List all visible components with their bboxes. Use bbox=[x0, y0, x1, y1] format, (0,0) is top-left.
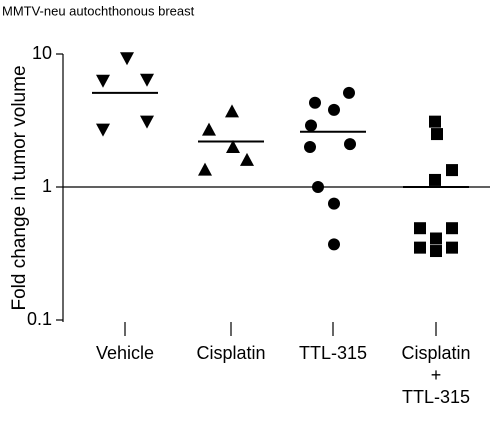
data-point bbox=[328, 238, 340, 251]
data-point bbox=[225, 104, 239, 118]
y-tick-label: 0.1 bbox=[27, 309, 52, 329]
data-point bbox=[446, 222, 458, 235]
data-point bbox=[328, 197, 340, 210]
data-point bbox=[414, 222, 426, 235]
data-point bbox=[226, 139, 240, 153]
x-tick-label: Cisplatin bbox=[196, 343, 265, 363]
data-point bbox=[304, 140, 316, 153]
data-point bbox=[96, 123, 110, 137]
y-tick-label: 1 bbox=[42, 176, 52, 196]
data-point bbox=[96, 74, 110, 88]
data-point bbox=[305, 119, 317, 132]
data-point bbox=[120, 52, 134, 66]
x-tick-label: TTL-315 bbox=[299, 343, 367, 363]
data-point bbox=[309, 96, 321, 109]
data-point bbox=[431, 128, 443, 141]
y-axis-label: Fold change in tumor volume bbox=[9, 65, 30, 310]
data-point bbox=[328, 103, 340, 116]
data-point bbox=[429, 115, 441, 128]
data-point bbox=[446, 241, 458, 254]
y-tick-label: 10 bbox=[32, 43, 52, 63]
data-point bbox=[414, 241, 426, 254]
data-point bbox=[140, 73, 154, 87]
data-point bbox=[343, 86, 355, 99]
data-point bbox=[430, 232, 442, 245]
data-point bbox=[430, 245, 442, 258]
data-point bbox=[344, 138, 356, 151]
data-point bbox=[429, 173, 441, 186]
x-tick-label: Vehicle bbox=[96, 343, 154, 363]
data-point bbox=[240, 152, 254, 166]
data-point bbox=[140, 115, 154, 129]
data-point bbox=[202, 122, 216, 136]
x-tick-label: Cisplatin + TTL-315 bbox=[401, 343, 470, 407]
data-point bbox=[312, 181, 324, 193]
data-point bbox=[446, 164, 458, 177]
chart-title: MMTV-neu autochthonous breast bbox=[2, 3, 195, 18]
data-point bbox=[198, 162, 212, 176]
